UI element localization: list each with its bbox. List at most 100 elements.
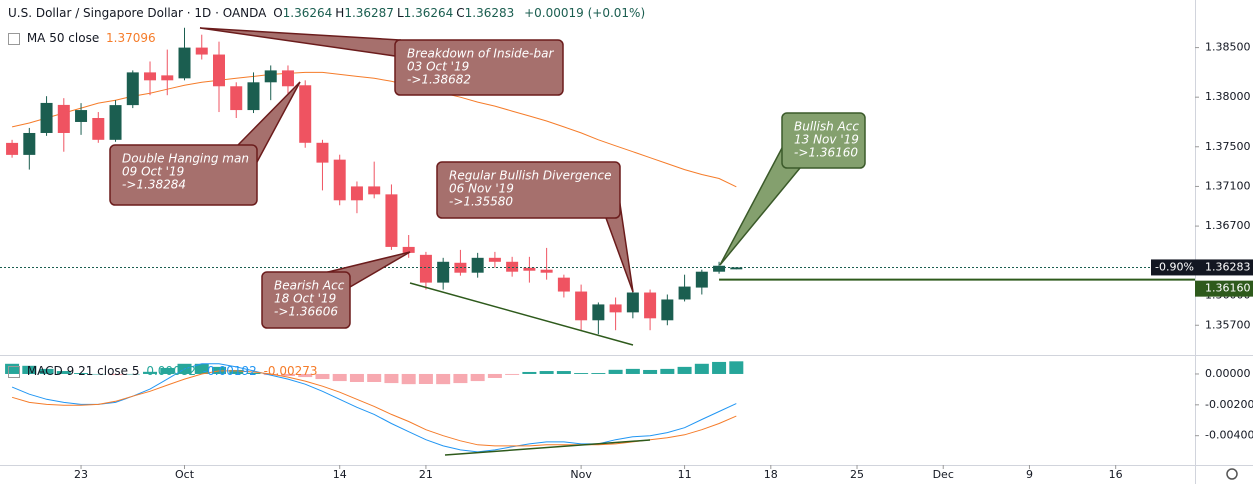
price-change-label: -0.90% — [1155, 260, 1194, 273]
histogram-bar — [229, 369, 244, 374]
ohlc-value: 1.36287 — [344, 6, 394, 20]
callout-text: Bullish Acc — [794, 120, 859, 134]
histogram-bar — [194, 363, 209, 374]
histogram-bar — [625, 368, 640, 374]
trend-line — [444, 439, 651, 456]
histogram-bar — [332, 373, 347, 382]
histogram-bar — [39, 368, 54, 374]
change: +0.00019 (+0.01%) — [524, 6, 646, 20]
x-tick-label: Dec — [933, 468, 954, 481]
histogram-bar — [608, 369, 623, 374]
legend-value: -0.00192 — [202, 364, 257, 378]
candle-body — [678, 286, 691, 300]
legend-toggle[interactable] — [8, 32, 20, 45]
candle-body — [471, 257, 484, 273]
macd-title: MACD 9 21 close 5 — [26, 364, 140, 378]
candle-body — [212, 54, 225, 87]
x-tick-label: 9 — [1026, 468, 1033, 481]
histogram-bar — [522, 371, 537, 374]
legend-name: MA 50 close — [26, 31, 100, 45]
histogram-bar — [539, 371, 554, 374]
symbol-title: U.S. Dollar / Singapore Dollar · 1D · OA… — [8, 6, 267, 20]
callout-text: ->1.36606 — [274, 305, 338, 319]
callout-text: Double Hanging man — [122, 152, 249, 166]
histogram-bar — [74, 373, 89, 374]
candle-body — [488, 257, 501, 262]
candle-body — [281, 70, 294, 87]
callout-text: 13 Nov '19 — [794, 133, 859, 147]
x-tick-label: 18 — [764, 468, 778, 481]
candle-body — [713, 265, 726, 272]
histogram-bar — [5, 363, 20, 374]
callout-text: 03 Oct '19 — [407, 60, 469, 74]
callout-text: 09 Oct '19 — [122, 165, 184, 179]
candle-body — [557, 277, 570, 292]
candle-body — [661, 299, 674, 321]
candle-body — [161, 75, 174, 81]
histogram-bar — [436, 373, 451, 385]
ohlc-value: 1.36264 — [282, 6, 333, 20]
candle-body — [402, 246, 415, 253]
x-tick-label: 21 — [419, 468, 433, 481]
histogram-bar — [453, 373, 468, 384]
y-tick-label: 1.37500 — [1205, 140, 1251, 153]
y-tick-label: 1.38000 — [1205, 90, 1251, 103]
ohlc-value: 1.36283 — [464, 6, 515, 20]
candle-body — [333, 159, 346, 201]
callout-text: Bearish Acc — [274, 279, 345, 293]
legend-value: 1.37096 — [106, 31, 156, 45]
candle-body — [230, 86, 243, 111]
legend-toggle[interactable] — [8, 365, 20, 378]
candle-body — [23, 132, 36, 155]
candle-body — [195, 47, 208, 55]
candle-body — [92, 118, 105, 140]
level-tag — [1195, 280, 1253, 297]
callout-text: Regular Bullish Divergence — [449, 169, 611, 183]
candle-body — [592, 304, 605, 321]
x-tick-label: 23 — [74, 468, 88, 481]
histogram-bar — [22, 365, 37, 374]
x-tick-label: Oct — [175, 468, 195, 481]
histogram-bar — [694, 363, 709, 374]
histogram-bar — [160, 367, 175, 374]
trend-line — [409, 282, 634, 346]
callout-box — [394, 39, 564, 96]
histogram-bar — [125, 373, 140, 375]
candle-body — [316, 142, 329, 163]
candle-body — [40, 102, 53, 133]
callout-box — [261, 271, 351, 329]
candle-body — [57, 104, 70, 133]
callout-text: Breakdown of Inside-bar — [407, 47, 554, 61]
level-tag-label: 1.36160 — [1205, 282, 1251, 295]
y-tick-label: 1.37100 — [1205, 179, 1251, 192]
candle-body — [644, 292, 657, 319]
ohlc-label: O — [273, 6, 283, 20]
histogram-bar — [712, 361, 727, 374]
candle-body — [350, 186, 363, 201]
histogram-bar — [367, 373, 382, 382]
y-tick-label: -0.00200 — [1205, 398, 1253, 411]
price-tag-label: 1.36283 — [1205, 260, 1251, 273]
histogram-bar — [384, 373, 399, 384]
candle-body — [109, 105, 122, 140]
histogram-bar — [677, 366, 692, 374]
histogram-bar — [349, 373, 364, 382]
histogram-bar — [298, 373, 313, 378]
histogram-bar — [401, 373, 416, 385]
ma-legend: MA 50 close 1.37096 — [8, 31, 159, 45]
histogram-bar — [246, 372, 261, 374]
y-tick-label: 1.38500 — [1205, 41, 1251, 54]
histogram-bar — [591, 373, 606, 374]
macd-line — [11, 370, 737, 447]
price-tag — [1195, 259, 1253, 276]
price-change-tag — [1151, 259, 1195, 276]
candle-body — [247, 82, 260, 111]
settings-icon[interactable] — [1226, 468, 1238, 480]
histogram-bar — [143, 371, 158, 374]
candle-body — [695, 271, 708, 288]
legend-value: -0.00273 — [263, 364, 318, 378]
callout-box — [436, 161, 621, 219]
x-tick-label: Nov — [570, 468, 592, 481]
histogram-bar — [505, 373, 520, 375]
